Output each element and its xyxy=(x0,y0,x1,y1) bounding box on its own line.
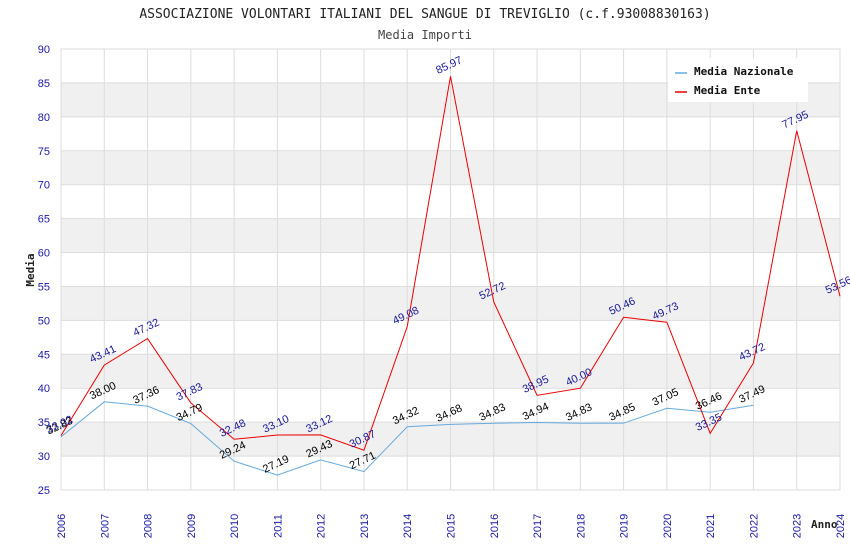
y-tick-label: 40 xyxy=(38,383,50,395)
y-tick-label: 45 xyxy=(38,349,50,361)
x-tick-label: 2023 xyxy=(792,514,804,538)
y-tick-label: 60 xyxy=(38,248,50,260)
x-axis-label: Anno xyxy=(811,518,838,531)
x-tick-label: 2009 xyxy=(186,514,198,538)
legend-box xyxy=(668,58,808,102)
series-line-media-nazionale xyxy=(60,401,754,476)
y-tick-label: 25 xyxy=(38,485,50,497)
legend-label-media-ente: Media Ente xyxy=(694,84,761,97)
x-tick-label: 2024 xyxy=(835,514,847,538)
y-tick-label: 90 xyxy=(38,44,50,56)
x-tick-label: 2011 xyxy=(272,514,284,538)
y-tick-label: 55 xyxy=(38,281,50,293)
chart-title: ASSOCIAZIONE VOLONTARI ITALIANI DEL SANG… xyxy=(139,7,710,22)
x-tick-label: 2008 xyxy=(143,514,155,538)
x-axis-ticks: 2006 2007 2008 2009 2010 2011 2012 2013 2014 2015… xyxy=(56,514,847,538)
x-tick-label: 2017 xyxy=(532,514,544,538)
y-tick-label: 30 xyxy=(38,451,50,463)
x-tick-label: 2022 xyxy=(748,514,760,538)
gridlines xyxy=(60,48,841,491)
y-tick-label: 85 xyxy=(38,78,50,90)
x-tick-label: 2013 xyxy=(359,514,371,538)
x-tick-label: 2012 xyxy=(316,514,328,538)
x-tick-label: 2015 xyxy=(446,514,458,538)
x-tick-label: 2014 xyxy=(402,514,414,538)
y-tick-label: 80 xyxy=(38,112,50,124)
series-line-media-ente xyxy=(60,76,841,451)
y-axis-ticks: 25 30 35 40 45 50 55 60 65 70 75 80 85 90 xyxy=(38,44,50,497)
x-tick-label: 2021 xyxy=(705,514,717,538)
chart-subtitle: Media Importi xyxy=(378,28,472,42)
y-tick-label: 70 xyxy=(38,180,50,192)
y-tick-label: 35 xyxy=(38,417,50,429)
x-tick-label: 2007 xyxy=(99,514,111,538)
x-tick-label: 2006 xyxy=(56,514,68,538)
x-tick-label: 2018 xyxy=(575,514,587,538)
x-tick-label: 2010 xyxy=(229,514,241,538)
y-tick-label: 75 xyxy=(38,146,50,158)
x-tick-label: 2019 xyxy=(619,514,631,538)
y-axis-label: Media xyxy=(24,253,37,286)
series-lines xyxy=(60,76,841,476)
x-tick-label: 2016 xyxy=(489,514,501,538)
x-tick-label: 2020 xyxy=(662,514,674,538)
y-tick-label: 65 xyxy=(38,214,50,226)
y-tick-label: 50 xyxy=(38,315,50,327)
legend-label-media-nazionale: Media Nazionale xyxy=(694,65,794,78)
legend: Media Nazionale Media Ente xyxy=(668,58,808,102)
